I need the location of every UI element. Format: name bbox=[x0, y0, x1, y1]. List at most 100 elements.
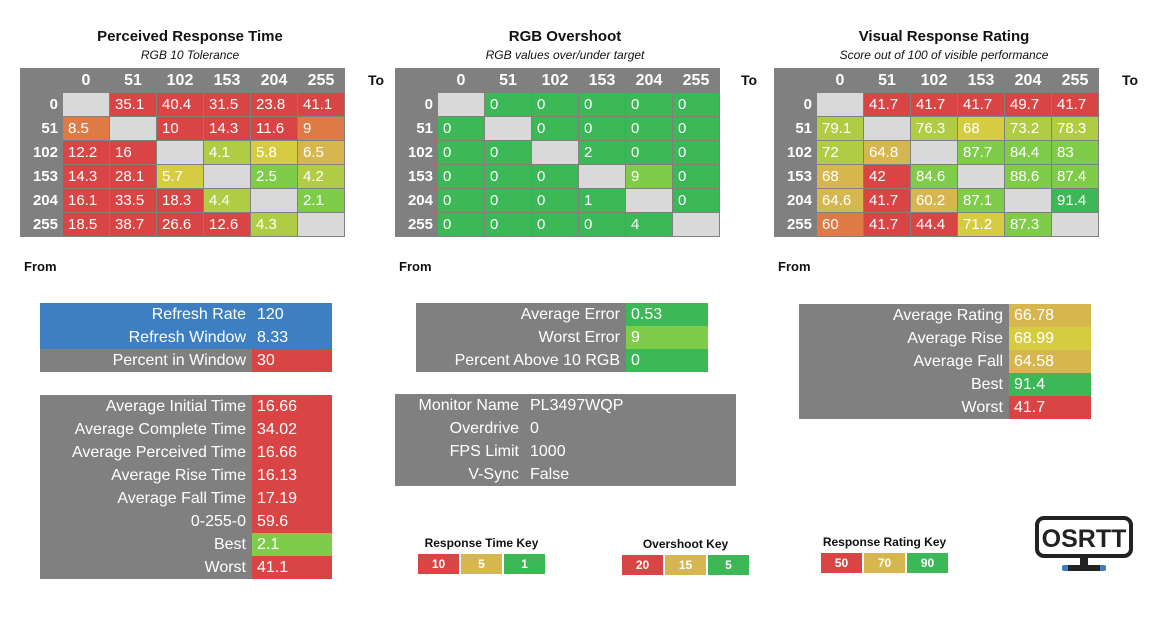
heatmap-cell: 87.1 bbox=[957, 188, 1005, 213]
stat-value: 1000 bbox=[525, 440, 736, 463]
heatmap-cell: 33.5 bbox=[109, 188, 157, 213]
diagonal-cell bbox=[672, 212, 720, 237]
column-header-0: 0 bbox=[62, 68, 110, 93]
heatmap-cell: 4.4 bbox=[203, 188, 251, 213]
stat-value: 0 bbox=[525, 417, 736, 440]
key-cell: 50 bbox=[820, 552, 863, 574]
key-title: Response Time Key bbox=[424, 536, 539, 550]
key-cell: 5 bbox=[707, 554, 750, 576]
corner-cell bbox=[20, 68, 63, 93]
stat-value: 30 bbox=[252, 349, 332, 372]
stat-row: Percent Above 10 RGB 0 bbox=[416, 349, 708, 372]
stat-label: Refresh Window bbox=[40, 326, 252, 349]
column-header-204: 204 bbox=[1004, 68, 1052, 93]
heatmap-matrix: 0 51 102 153 204 255 0 0 0 0 0 0 51 0 0 0 0 0 102 0 0 2 0 0 153 0… bbox=[395, 68, 720, 237]
stat-label: Average Initial Time bbox=[40, 395, 252, 418]
diagonal-cell bbox=[109, 116, 157, 141]
stat-value: 2.1 bbox=[252, 533, 332, 556]
row-header-102: 102 bbox=[774, 140, 817, 165]
monitor-info-box: Monitor Name PL3497WQP Overdrive 0 FPS Limit… bbox=[395, 394, 736, 486]
heatmap-cell: 6.5 bbox=[297, 140, 345, 165]
time-stats-box: Average Initial Time 16.66 Average Complet… bbox=[40, 395, 332, 579]
heatmap-cell: 31.5 bbox=[203, 92, 251, 117]
stat-value: 64.58 bbox=[1009, 350, 1091, 373]
heatmap-cell: 2 bbox=[578, 140, 626, 165]
heatmap-cell: 0 bbox=[531, 164, 579, 189]
stat-label: Average Rise bbox=[799, 327, 1009, 350]
stat-value: 17.19 bbox=[252, 487, 332, 510]
heatmap-cell: 49.7 bbox=[1004, 92, 1052, 117]
heatmap-cell: 0 bbox=[531, 92, 579, 117]
heatmap-cell: 41.1 bbox=[297, 92, 345, 117]
heatmap-cell: 0 bbox=[672, 140, 720, 165]
column-header-255: 255 bbox=[1051, 68, 1099, 93]
stat-row: Worst Error 9 bbox=[416, 326, 708, 349]
stat-value: 34.02 bbox=[252, 418, 332, 441]
heatmap-cell: 28.1 bbox=[109, 164, 157, 189]
heatmap-cell: 4.3 bbox=[250, 212, 298, 237]
rating-stats-box: Average Rating 66.78 Average Rise 68.99 Aver… bbox=[799, 304, 1091, 419]
heatmap-cell: 0 bbox=[437, 164, 485, 189]
stat-row: Average Rise Time 16.13 bbox=[40, 464, 332, 487]
heatmap-cell: 18.5 bbox=[62, 212, 110, 237]
heatmap-cell: 71.2 bbox=[957, 212, 1005, 237]
stat-label: Worst Error bbox=[416, 326, 626, 349]
heatmap-cell: 0 bbox=[672, 116, 720, 141]
heatmap-cell: 84.6 bbox=[910, 164, 958, 189]
diagonal-cell bbox=[816, 92, 864, 117]
stat-label: Worst bbox=[799, 396, 1009, 419]
stat-value: 68.99 bbox=[1009, 327, 1091, 350]
heatmap-cell: 41.7 bbox=[863, 188, 911, 213]
corner-cell bbox=[774, 68, 817, 93]
diagonal-cell bbox=[1004, 188, 1052, 213]
stat-label: Refresh Rate bbox=[40, 303, 252, 326]
heatmap-cell: 73.2 bbox=[1004, 116, 1052, 141]
diagonal-cell bbox=[1051, 212, 1099, 237]
to-label: To bbox=[741, 72, 758, 88]
row-header-153: 153 bbox=[774, 164, 817, 189]
heatmap-cell: 0 bbox=[484, 92, 532, 117]
column-header-153: 153 bbox=[203, 68, 251, 93]
row-header-0: 0 bbox=[774, 92, 817, 117]
heatmap-cell: 79.1 bbox=[816, 116, 864, 141]
stat-value: PL3497WQP bbox=[525, 394, 736, 417]
heatmap-cell: 41.7 bbox=[863, 212, 911, 237]
heatmap-cell: 0 bbox=[578, 212, 626, 237]
heatmap-cell: 0 bbox=[672, 188, 720, 213]
column-header-51: 51 bbox=[484, 68, 532, 93]
heatmap-cell: 35.1 bbox=[109, 92, 157, 117]
stat-row: Best 91.4 bbox=[799, 373, 1091, 396]
refresh-stats-box: Refresh Rate 120 Refresh Window 8.33 Percent… bbox=[40, 303, 332, 372]
heatmap-cell: 68 bbox=[957, 116, 1005, 141]
stat-value: 16.13 bbox=[252, 464, 332, 487]
diagonal-cell bbox=[297, 212, 345, 237]
diagonal-cell bbox=[957, 164, 1005, 189]
column-header-0: 0 bbox=[437, 68, 485, 93]
heatmap-cell: 76.3 bbox=[910, 116, 958, 141]
stat-row: Monitor Name PL3497WQP bbox=[395, 394, 736, 417]
stat-value: 59.6 bbox=[252, 510, 332, 533]
heatmap-cell: 64.8 bbox=[863, 140, 911, 165]
row-header-51: 51 bbox=[774, 116, 817, 141]
diagonal-cell bbox=[625, 188, 673, 213]
chart-title: Perceived Response Time bbox=[97, 28, 283, 45]
stat-label: Average Rating bbox=[799, 304, 1009, 327]
heatmap-cell: 0 bbox=[578, 116, 626, 141]
stat-label: Overdrive bbox=[395, 417, 525, 440]
heatmap-cell: 0 bbox=[625, 140, 673, 165]
column-header-255: 255 bbox=[672, 68, 720, 93]
overshoot-key: Overshoot Key 20 15 5 bbox=[621, 537, 750, 576]
chart-title: Visual Response Rating bbox=[858, 28, 1030, 45]
chart-subtitle: RGB 10 Tolerance bbox=[140, 48, 240, 62]
row-header-255: 255 bbox=[395, 212, 438, 237]
heatmap-cell: 0 bbox=[437, 212, 485, 237]
heatmap-cell: 60.2 bbox=[910, 188, 958, 213]
heatmap-cell: 26.6 bbox=[156, 212, 204, 237]
corner-cell bbox=[395, 68, 438, 93]
heatmap-cell: 0 bbox=[531, 188, 579, 213]
stat-label: Percent in Window bbox=[40, 349, 252, 372]
stat-label: Average Perceived Time bbox=[40, 441, 252, 464]
row-header-0: 0 bbox=[20, 92, 63, 117]
key-cell: 90 bbox=[906, 552, 949, 574]
stat-label: Average Fall bbox=[799, 350, 1009, 373]
